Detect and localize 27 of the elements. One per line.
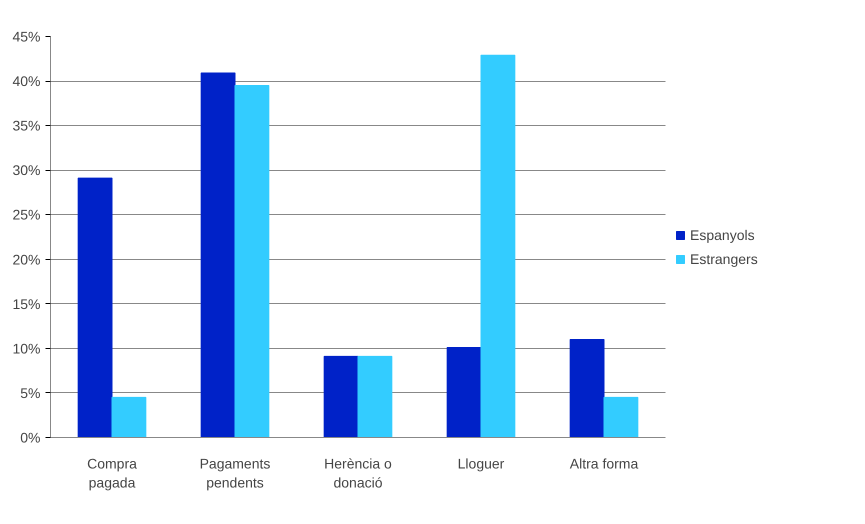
y-tick-label: 45%	[12, 28, 41, 44]
bar	[200, 72, 236, 438]
bar	[358, 356, 392, 438]
x-tick-label: Altra forma	[570, 456, 638, 472]
y-tick-label: 25%	[12, 206, 41, 223]
bar	[604, 396, 638, 438]
x-tick-label: Herència o donació	[324, 456, 392, 491]
bar	[78, 178, 112, 438]
x-tick-label: Compra pagada	[87, 456, 138, 491]
bar	[112, 396, 146, 438]
bar	[570, 338, 604, 438]
x-tick-label: Pagaments pendents	[200, 456, 270, 491]
bar	[480, 54, 516, 438]
bar	[324, 356, 358, 438]
y-tick-label: 20%	[12, 251, 41, 268]
x-tick-label: Lloguer	[458, 456, 505, 472]
y-tick-label: 0%	[20, 430, 40, 446]
y-tick-label: 5%	[20, 384, 40, 401]
y-tick-label: 10%	[12, 340, 41, 356]
bar	[234, 85, 270, 438]
y-tick-label: 40%	[12, 73, 41, 90]
y-tick-label: 15%	[12, 296, 41, 312]
bar	[446, 347, 482, 438]
legend-label: Espanyols	[690, 227, 755, 243]
y-tick-label: 35%	[12, 118, 41, 134]
legend-label: Estrangers	[690, 251, 758, 267]
y-tick-label: 30%	[12, 162, 41, 178]
